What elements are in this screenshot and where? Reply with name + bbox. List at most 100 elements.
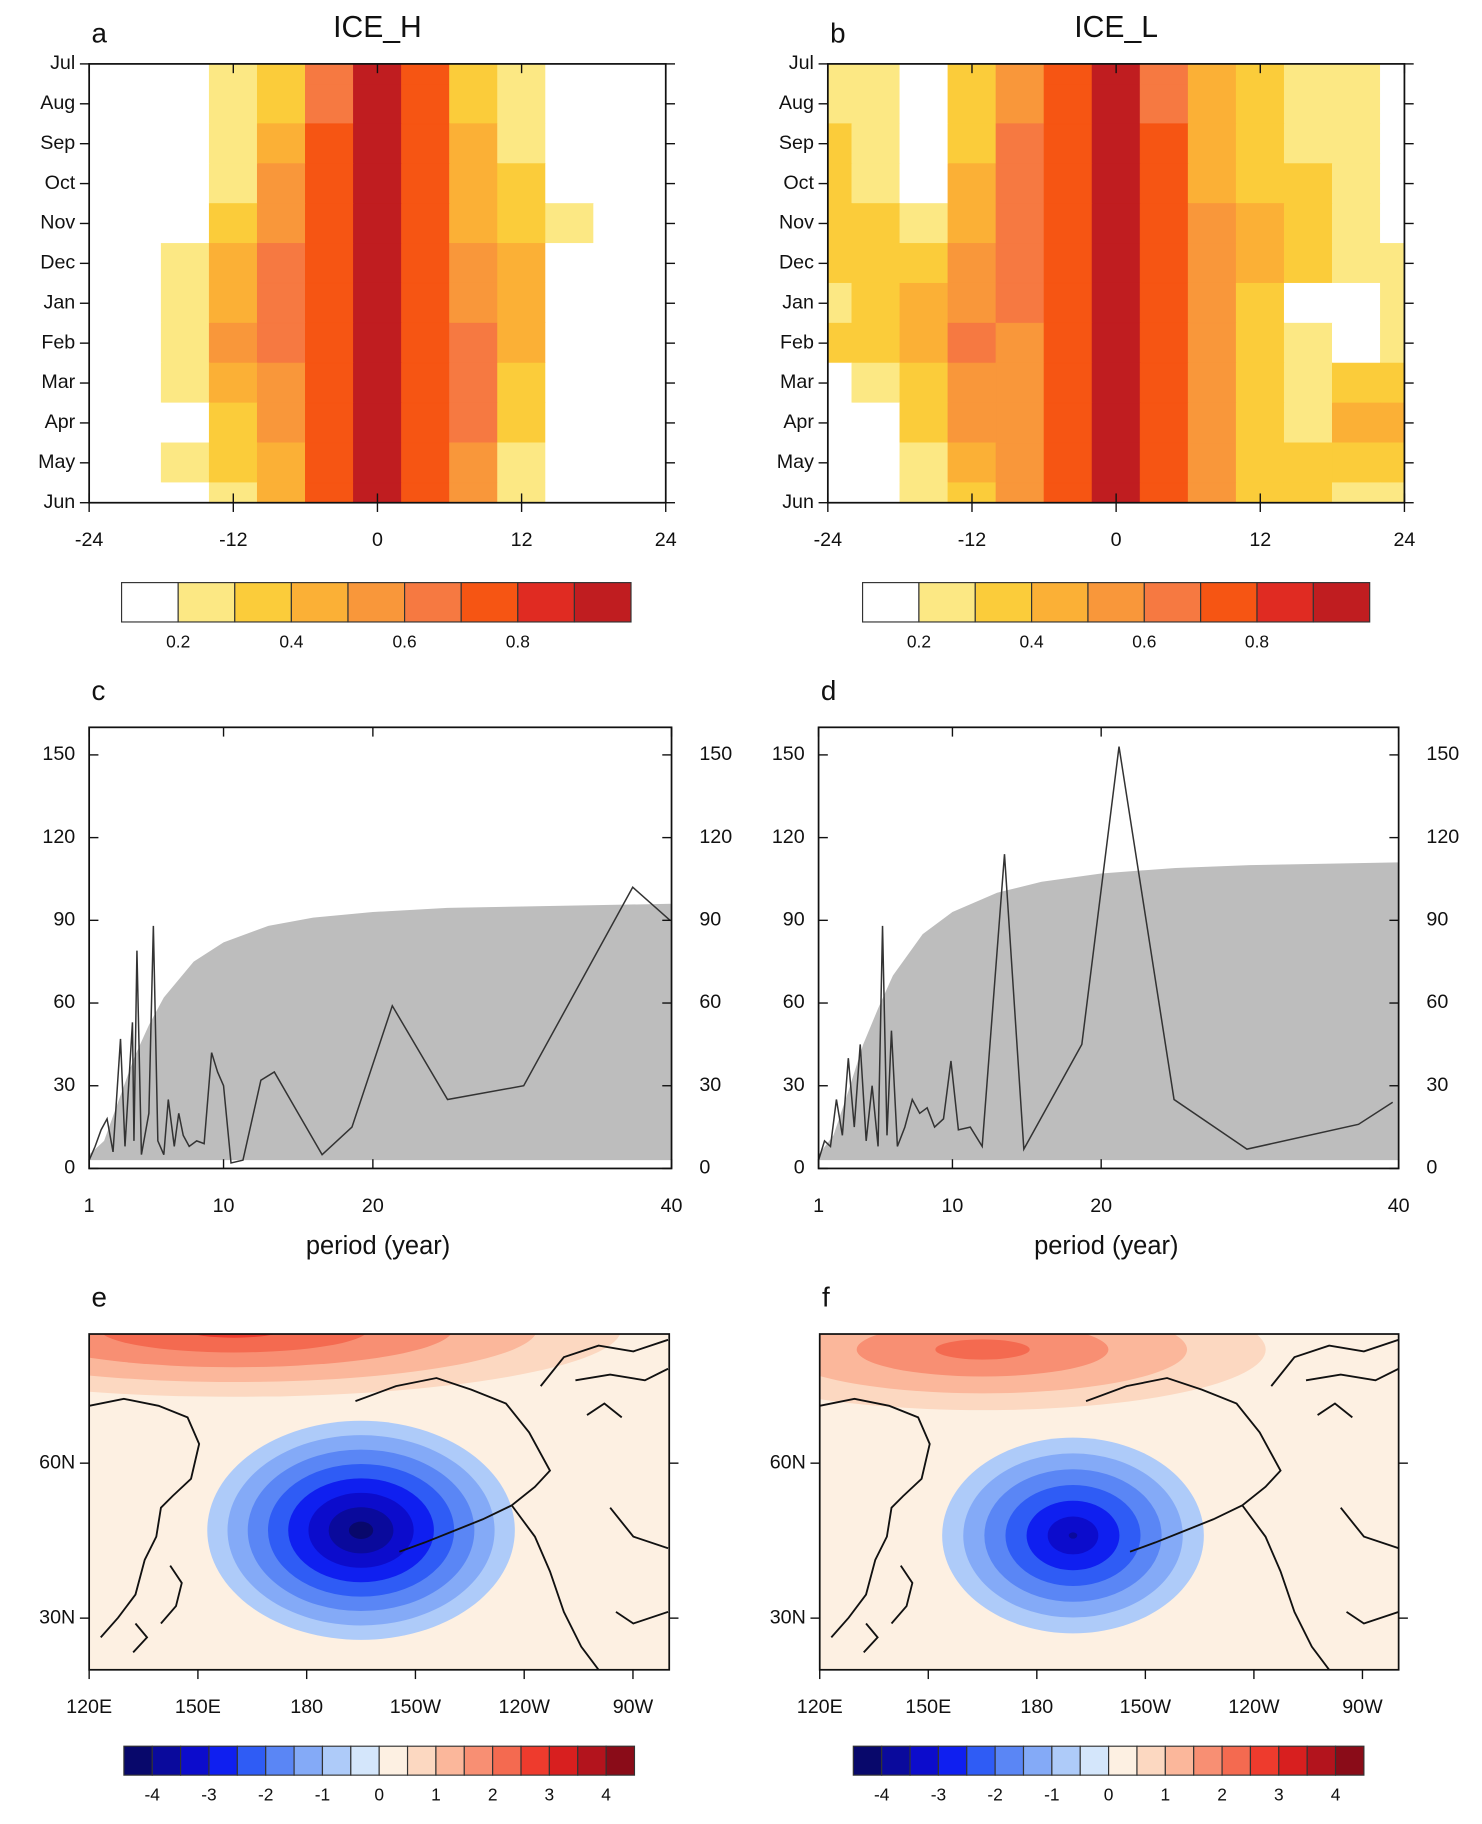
contour-cell: [1187, 123, 1237, 164]
y-tick-label: Jan: [782, 291, 814, 313]
contour-cell: [1187, 482, 1237, 504]
contour-cell: [112, 362, 162, 404]
spectrum-line: [817, 746, 1394, 1161]
contour-cell: [449, 63, 498, 85]
contour-cell: [1043, 282, 1093, 324]
contour-cell: [449, 243, 498, 284]
contour-cell: [160, 282, 210, 324]
contour-cell: [449, 402, 498, 444]
contour-cell: [160, 243, 210, 284]
x-tick-label: 180: [1020, 1696, 1053, 1718]
contour-cell: [353, 83, 402, 125]
colorbar-label: 4: [1331, 1785, 1341, 1805]
contour-cell: [899, 322, 949, 364]
colorbar-box: [1221, 1745, 1252, 1776]
contour-cell: [1283, 322, 1333, 364]
y-tick-label: 120: [42, 826, 75, 848]
colorbar-box: [435, 1745, 465, 1776]
contour-cell: [1091, 282, 1141, 324]
contour-cell: [1091, 442, 1141, 484]
colorbar-label: 0.2: [907, 631, 931, 651]
contour-cell: [641, 123, 667, 164]
contour-cell: [256, 482, 306, 504]
panel-label: f: [822, 1282, 830, 1313]
contour-cell: [449, 442, 498, 484]
colorbar-label: 1: [431, 1785, 441, 1805]
contour-cell: [1043, 83, 1093, 125]
contour-cell: [1187, 402, 1237, 444]
x-tick-label: 0: [372, 529, 383, 551]
contour-cell: [1043, 402, 1093, 444]
contour-cell: [401, 322, 450, 364]
x-tick-label: 40: [661, 1195, 683, 1217]
contour-cell: [1091, 243, 1141, 284]
contour-cell: [1283, 362, 1333, 404]
contour-cell: [1139, 163, 1189, 204]
contour-cell: [497, 203, 546, 244]
x-tick-label: -24: [75, 529, 103, 551]
contour-cell: [401, 63, 450, 85]
spectrum-line: [88, 886, 671, 1164]
colorbar-box: [1334, 1745, 1365, 1776]
y2-tick-label: 120: [699, 826, 732, 848]
contour-cell: [1187, 83, 1237, 125]
contour-cell: [88, 402, 114, 444]
contour-cell: [1380, 282, 1405, 324]
contour-cell: [851, 322, 901, 364]
colorbar-box: [290, 582, 349, 623]
colorbar-label: -4: [145, 1785, 161, 1805]
contour-cell: [1187, 243, 1237, 284]
contour-cell: [1091, 362, 1141, 404]
contour-cell: [851, 362, 901, 404]
x-tick-label: 180: [290, 1696, 323, 1718]
contour-cell: [305, 282, 354, 324]
y-tick-label: Sep: [40, 132, 75, 154]
contour-cell: [1091, 123, 1141, 164]
x-tick-label: -24: [814, 529, 842, 551]
contour-cell: [545, 63, 595, 85]
contour-cell: [1139, 482, 1189, 504]
y-tick-label: May: [38, 451, 75, 473]
contour-cell: [1332, 362, 1381, 404]
contour-cell: [1332, 442, 1381, 484]
contour-cell: [305, 203, 354, 244]
colorbar-box: [1031, 582, 1089, 623]
x-tick-label: 12: [511, 529, 533, 551]
contour-cell: [497, 402, 546, 444]
contour-cell: [947, 282, 997, 324]
contour-cell: [497, 123, 546, 164]
contour-cell: [641, 83, 667, 125]
contour-cell: [305, 322, 354, 364]
x-tick-label: 120E: [797, 1696, 843, 1718]
contour-cell: [1380, 482, 1405, 504]
contour-cell: [256, 442, 306, 484]
contour-cell: [1187, 282, 1237, 324]
contour-cell: [827, 83, 853, 125]
contour-cell: [160, 442, 210, 484]
x-tick-label: 120W: [499, 1696, 551, 1718]
contour-cell: [1139, 203, 1189, 244]
y-tick-label: 60N: [39, 1451, 75, 1473]
contour-cell: [305, 123, 354, 164]
panel-title: ICE_L: [1074, 11, 1158, 44]
contour-cell: [256, 362, 306, 404]
contour-cell: [1332, 63, 1381, 85]
contour-cell: [353, 282, 402, 324]
contour-cell: [401, 123, 450, 164]
contour-cell: [160, 63, 210, 85]
contour-cell: [899, 63, 949, 85]
contour-cell: [995, 83, 1045, 125]
contour-cell: [497, 243, 546, 284]
contour-cell: [1235, 163, 1285, 204]
contour-cell: [256, 402, 306, 444]
y-tick-label: Oct: [45, 172, 76, 194]
contour-cell: [208, 282, 258, 324]
contour-cell: [88, 282, 114, 324]
contour-cell: [449, 163, 498, 204]
contour-cell: [353, 322, 402, 364]
panel-label: e: [91, 1282, 106, 1313]
colorbar-box: [1108, 1745, 1138, 1776]
contour-cell: [1235, 243, 1285, 284]
contour-cell: [947, 402, 997, 444]
contour-cell: [353, 123, 402, 164]
